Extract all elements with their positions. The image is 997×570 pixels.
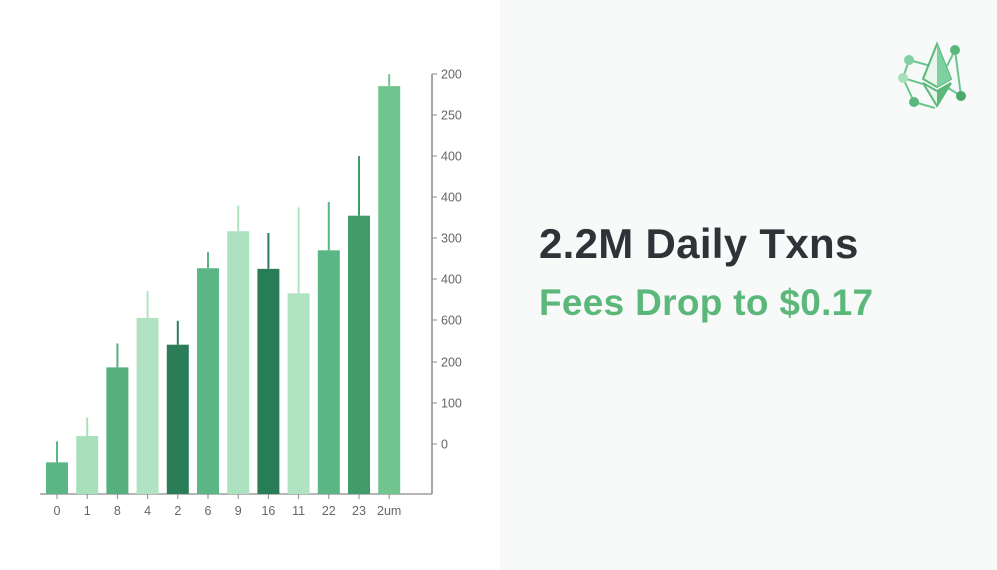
x-tick-label: 2 — [174, 504, 181, 518]
bar-chart: 0 1 8 4 2 6 9 16 11 22 23 2um 200 250 400 400 300 400 600 2… — [40, 68, 462, 518]
x-tick-label: 6 — [205, 504, 212, 518]
y-tick-label: 600 — [441, 314, 462, 328]
y-tick-label: 400 — [441, 273, 462, 287]
y-tick-label: 100 — [441, 397, 462, 411]
y-tick-label: 250 — [441, 109, 462, 123]
bar — [46, 462, 68, 494]
x-tick-label: 2um — [377, 504, 401, 518]
bar — [378, 86, 401, 494]
bar — [317, 250, 340, 494]
headline-panel — [500, 0, 997, 570]
x-tick-label: 1 — [84, 504, 91, 518]
y-tick-label: 200 — [441, 68, 462, 82]
y-tick-label: 200 — [441, 356, 462, 370]
ethereum-network-icon — [898, 41, 966, 109]
y-tick-label: 0 — [441, 438, 448, 452]
y-tick-label: 400 — [441, 150, 462, 164]
x-tick-label: 22 — [322, 504, 336, 518]
y-tick-label: 300 — [441, 232, 462, 246]
bar — [76, 436, 99, 494]
bar — [257, 268, 280, 494]
x-tick-label: 16 — [261, 504, 275, 518]
bar — [287, 293, 310, 494]
bar — [136, 317, 159, 494]
x-tick-label: 9 — [235, 504, 242, 518]
bar — [197, 268, 219, 494]
bar — [166, 344, 189, 494]
bar — [106, 367, 129, 494]
x-tick-label: 0 — [54, 504, 61, 518]
headline-daily-txns: 2.2M Daily Txns — [539, 220, 859, 267]
x-tick-label: 23 — [352, 504, 366, 518]
bar — [227, 231, 250, 494]
x-tick-label: 4 — [144, 504, 151, 518]
y-tick-label: 400 — [441, 191, 462, 205]
x-tick-label: 11 — [292, 504, 305, 518]
x-tick-label: 8 — [114, 504, 121, 518]
bar — [348, 215, 370, 494]
subheadline-fees-drop: Fees Drop to $0.17 — [539, 282, 874, 323]
